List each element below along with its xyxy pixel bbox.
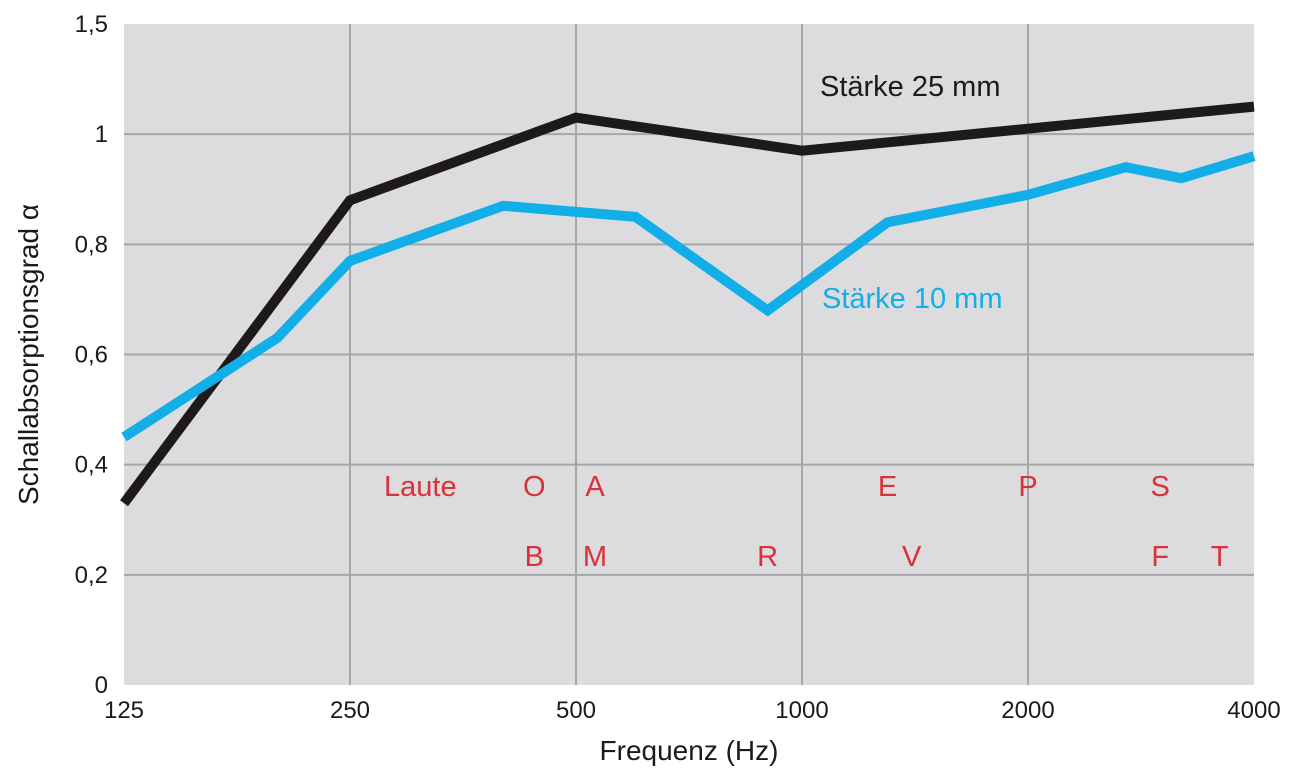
sound-label: F (1151, 541, 1169, 573)
series-line-25mm (119, 101, 1255, 507)
series-lines: Stärke 25 mm Stärke 10 mm (119, 71, 1256, 507)
y-tick-label: 0,6 (75, 342, 108, 369)
x-tick-label: 125 (104, 697, 144, 724)
series-label-25mm: Stärke 25 mm (820, 71, 1001, 103)
y-tick-label: 1,5 (75, 11, 108, 38)
y-tick-label: 0,2 (75, 562, 108, 589)
sound-label: A (585, 471, 605, 503)
sound-label: S (1151, 471, 1170, 503)
series-label-10mm: Stärke 10 mm (822, 283, 1003, 315)
x-tick-label: 1000 (775, 697, 828, 724)
sound-label: R (757, 541, 778, 573)
x-axis-title: Frequenz (Hz) (600, 735, 779, 766)
sound-annotations: Laute O A E P S B M R V F T (384, 471, 1229, 573)
sound-label: M (583, 541, 607, 573)
tick-labels: 0 0,2 0,4 0,6 0,8 1 1,5 125 250 500 1000 2000 4000 (75, 11, 1281, 724)
y-tick-label: 0,4 (75, 452, 108, 479)
sound-label: V (902, 541, 922, 573)
y-tick-label: 0 (95, 672, 108, 699)
sound-label: T (1211, 541, 1229, 573)
x-tick-label: 250 (330, 697, 370, 724)
sound-label: B (525, 541, 544, 573)
laute-label: Laute (384, 471, 457, 503)
series-line-10mm (121, 151, 1256, 442)
y-tick-label: 0,8 (75, 231, 108, 258)
sound-label: E (878, 471, 897, 503)
x-tick-label: 4000 (1227, 697, 1280, 724)
x-tick-label: 2000 (1001, 697, 1054, 724)
y-tick-label: 1 (95, 121, 108, 148)
x-tick-label: 500 (556, 697, 596, 724)
sound-label: P (1018, 471, 1037, 503)
sound-label: O (523, 471, 546, 503)
y-axis-title: Schallabsorptionsgrad α (13, 204, 44, 505)
